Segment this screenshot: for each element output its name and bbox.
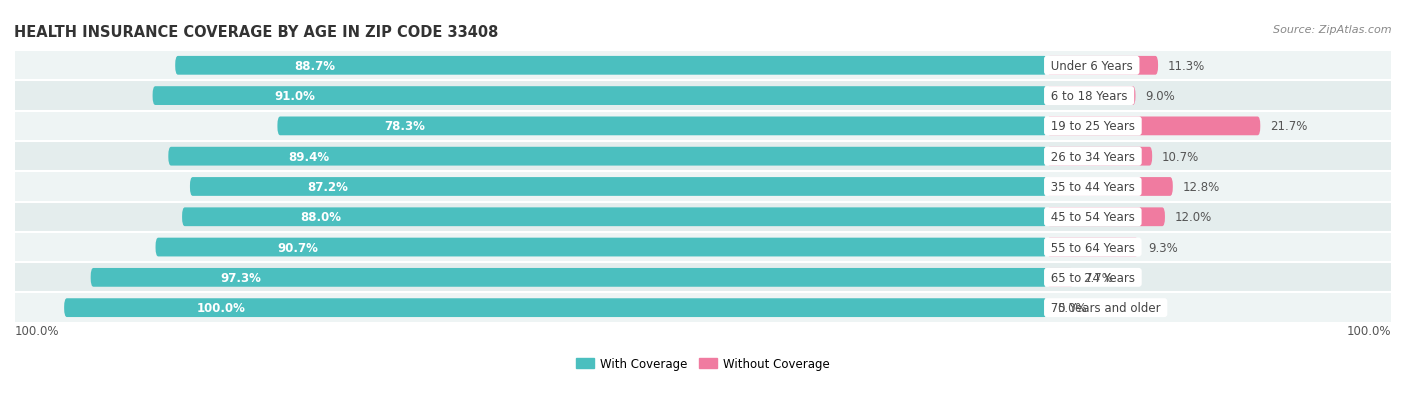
Text: 11.3%: 11.3%	[1168, 59, 1205, 73]
Text: Under 6 Years: Under 6 Years	[1047, 59, 1136, 73]
FancyBboxPatch shape	[15, 233, 1391, 263]
Text: 75 Years and older: 75 Years and older	[1047, 301, 1164, 314]
Text: 87.2%: 87.2%	[308, 180, 349, 194]
Text: 6 to 18 Years: 6 to 18 Years	[1047, 90, 1132, 103]
Text: 2.7%: 2.7%	[1084, 271, 1114, 284]
Text: HEALTH INSURANCE COVERAGE BY AGE IN ZIP CODE 33408: HEALTH INSURANCE COVERAGE BY AGE IN ZIP …	[14, 25, 499, 40]
Text: 88.0%: 88.0%	[301, 211, 342, 224]
Text: 78.3%: 78.3%	[384, 120, 426, 133]
Text: 65 to 74 Years: 65 to 74 Years	[1047, 271, 1139, 284]
FancyBboxPatch shape	[1047, 178, 1173, 197]
FancyBboxPatch shape	[15, 293, 1391, 323]
Text: 100.0%: 100.0%	[197, 301, 246, 314]
FancyBboxPatch shape	[1047, 117, 1260, 136]
Text: 89.4%: 89.4%	[288, 150, 329, 163]
Text: 10.7%: 10.7%	[1161, 150, 1199, 163]
FancyBboxPatch shape	[90, 268, 1047, 287]
Text: 26 to 34 Years: 26 to 34 Years	[1047, 150, 1139, 163]
FancyBboxPatch shape	[183, 208, 1047, 227]
Text: 45 to 54 Years: 45 to 54 Years	[1047, 211, 1139, 224]
FancyBboxPatch shape	[169, 147, 1047, 166]
Text: 9.3%: 9.3%	[1149, 241, 1178, 254]
Text: 12.0%: 12.0%	[1175, 211, 1212, 224]
FancyBboxPatch shape	[1047, 57, 1159, 76]
FancyBboxPatch shape	[15, 202, 1391, 233]
Legend: With Coverage, Without Coverage: With Coverage, Without Coverage	[576, 357, 830, 370]
FancyBboxPatch shape	[15, 172, 1391, 202]
FancyBboxPatch shape	[15, 263, 1391, 293]
FancyBboxPatch shape	[1047, 268, 1074, 287]
Text: 35 to 44 Years: 35 to 44 Years	[1047, 180, 1139, 194]
FancyBboxPatch shape	[15, 142, 1391, 172]
FancyBboxPatch shape	[1047, 238, 1139, 257]
FancyBboxPatch shape	[156, 238, 1047, 257]
Text: 9.0%: 9.0%	[1146, 90, 1175, 103]
Text: Source: ZipAtlas.com: Source: ZipAtlas.com	[1274, 25, 1392, 35]
Text: 12.8%: 12.8%	[1182, 180, 1220, 194]
Text: 90.7%: 90.7%	[277, 241, 318, 254]
FancyBboxPatch shape	[15, 51, 1391, 81]
FancyBboxPatch shape	[1047, 208, 1166, 227]
FancyBboxPatch shape	[1047, 87, 1136, 106]
Text: 100.0%: 100.0%	[1347, 325, 1391, 337]
FancyBboxPatch shape	[15, 81, 1391, 112]
FancyBboxPatch shape	[190, 178, 1047, 197]
Text: 97.3%: 97.3%	[221, 271, 262, 284]
FancyBboxPatch shape	[277, 117, 1047, 136]
FancyBboxPatch shape	[176, 57, 1047, 76]
FancyBboxPatch shape	[153, 87, 1047, 106]
Text: 91.0%: 91.0%	[274, 90, 315, 103]
Text: 88.7%: 88.7%	[295, 59, 336, 73]
FancyBboxPatch shape	[15, 112, 1391, 142]
Text: 21.7%: 21.7%	[1270, 120, 1308, 133]
Text: 19 to 25 Years: 19 to 25 Years	[1047, 120, 1139, 133]
FancyBboxPatch shape	[65, 299, 1047, 317]
Text: 0.0%: 0.0%	[1057, 301, 1087, 314]
Text: 55 to 64 Years: 55 to 64 Years	[1047, 241, 1139, 254]
Text: 100.0%: 100.0%	[15, 325, 59, 337]
FancyBboxPatch shape	[1047, 147, 1152, 166]
